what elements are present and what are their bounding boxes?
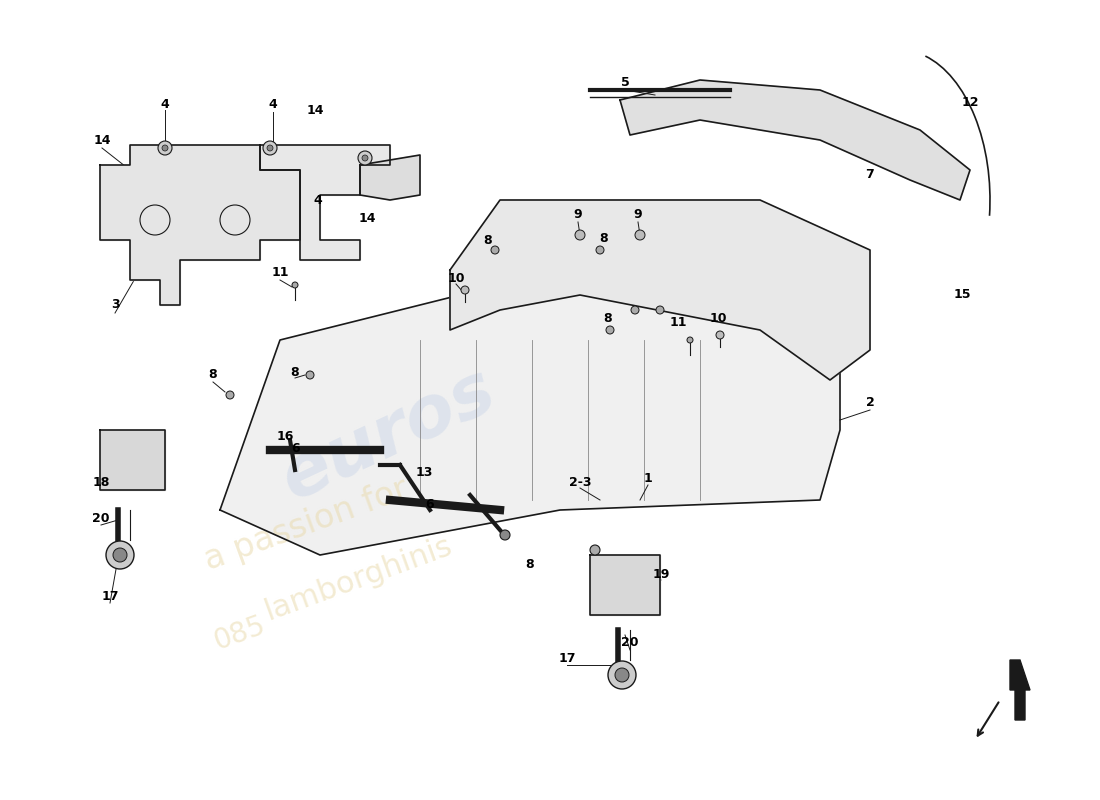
Circle shape: [606, 326, 614, 334]
Text: 15: 15: [954, 289, 970, 302]
Polygon shape: [590, 555, 660, 615]
Circle shape: [635, 230, 645, 240]
Text: 7: 7: [866, 169, 874, 182]
Circle shape: [500, 530, 510, 540]
Polygon shape: [220, 270, 840, 555]
Circle shape: [162, 145, 168, 151]
Text: 6: 6: [426, 498, 434, 511]
Text: 14: 14: [359, 211, 376, 225]
Circle shape: [461, 286, 469, 294]
Circle shape: [263, 141, 277, 155]
Polygon shape: [450, 200, 870, 380]
Text: 10: 10: [448, 271, 464, 285]
Text: 16: 16: [276, 430, 294, 443]
Text: 8: 8: [484, 234, 493, 246]
Text: 4: 4: [268, 98, 277, 111]
Text: 1: 1: [644, 471, 652, 485]
Polygon shape: [360, 155, 420, 200]
Polygon shape: [1010, 660, 1030, 720]
Text: 12: 12: [961, 95, 979, 109]
Text: 17: 17: [101, 590, 119, 602]
Circle shape: [631, 306, 639, 314]
Text: 6: 6: [292, 442, 300, 454]
Circle shape: [656, 306, 664, 314]
Circle shape: [590, 545, 600, 555]
Text: 14: 14: [306, 103, 323, 117]
Text: 8: 8: [290, 366, 299, 378]
Text: 20: 20: [621, 637, 639, 650]
Circle shape: [608, 661, 636, 689]
Text: 9: 9: [634, 209, 642, 222]
Text: 11: 11: [272, 266, 288, 279]
Text: 2-3: 2-3: [569, 475, 592, 489]
Circle shape: [358, 151, 372, 165]
Circle shape: [491, 246, 499, 254]
Polygon shape: [260, 145, 390, 260]
Text: 4: 4: [314, 194, 322, 206]
Text: 18: 18: [92, 477, 110, 490]
Polygon shape: [100, 145, 300, 305]
Text: 13: 13: [416, 466, 432, 479]
Text: 085: 085: [210, 611, 270, 656]
Text: 10: 10: [710, 311, 727, 325]
Text: 5: 5: [620, 75, 629, 89]
Text: 8: 8: [600, 231, 608, 245]
Text: 8: 8: [209, 369, 218, 382]
Text: 11: 11: [669, 315, 686, 329]
Circle shape: [292, 282, 298, 288]
Circle shape: [306, 371, 313, 379]
Circle shape: [113, 548, 127, 562]
Text: lamborghinis: lamborghinis: [260, 531, 455, 626]
Circle shape: [615, 668, 629, 682]
Circle shape: [226, 391, 234, 399]
Text: 17: 17: [558, 651, 575, 665]
Circle shape: [158, 141, 172, 155]
Text: 2: 2: [866, 395, 874, 409]
Text: 8: 8: [526, 558, 535, 571]
Circle shape: [716, 331, 724, 339]
Text: 9: 9: [574, 209, 582, 222]
Text: 14: 14: [94, 134, 111, 146]
Text: euros: euros: [270, 356, 506, 515]
Text: 4: 4: [161, 98, 169, 110]
Circle shape: [688, 337, 693, 343]
Text: 3: 3: [111, 298, 119, 311]
Text: a passion for: a passion for: [200, 473, 414, 577]
Circle shape: [362, 155, 369, 161]
Circle shape: [575, 230, 585, 240]
Circle shape: [106, 541, 134, 569]
Text: 8: 8: [604, 311, 613, 325]
Circle shape: [596, 246, 604, 254]
Text: 20: 20: [92, 511, 110, 525]
Text: 19: 19: [652, 567, 670, 581]
Polygon shape: [620, 80, 970, 200]
Polygon shape: [100, 430, 165, 490]
Circle shape: [267, 145, 273, 151]
